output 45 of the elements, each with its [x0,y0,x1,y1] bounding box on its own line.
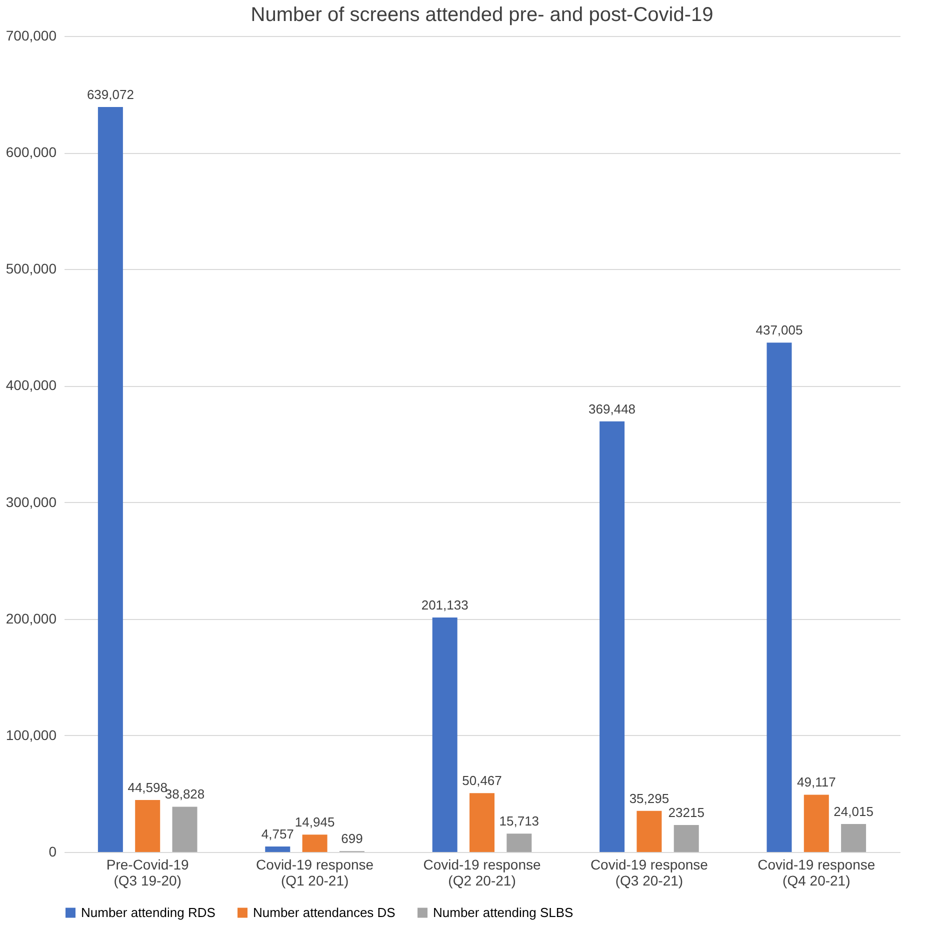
y-tick-label: 600,000 [6,144,57,160]
data-label: 49,117 [797,774,836,790]
bar [470,793,494,852]
bar [432,618,458,852]
bar [841,824,866,852]
x-tick-label: Covid-19 response (Q4 20-21) [758,856,876,888]
data-label: 35,295 [629,790,670,806]
bar [636,810,662,852]
legend-label: Number attendances DS [253,904,396,920]
bar [135,800,160,852]
chart-title: Number of screens attended pre- and post-Covid-19 [250,4,714,26]
bar [172,806,198,852]
bar [674,824,699,852]
data-label: 50,467 [462,773,502,788]
y-tick-label: 700,000 [6,28,57,44]
x-tick-label: Covid-19 response (Q2 20-21) [423,856,541,888]
x-tick-label: Pre-Covid-19 (Q3 19-20) [106,856,190,888]
data-label: 4,757 [261,826,294,842]
data-label: 201,133 [421,598,468,613]
bar [506,834,532,852]
y-tick-label: 0 [48,844,57,860]
data-label: 369,448 [588,401,636,416]
data-label: 699 [341,831,363,846]
y-tick-label: 200,000 [6,610,57,626]
y-tick-label: 300,000 [6,494,57,510]
data-label: 24,015 [834,804,874,820]
bar [302,834,328,852]
data-label: 639,072 [86,87,134,102]
data-label: 437,005 [756,322,803,338]
bar [804,794,829,852]
y-tick-label: 100,000 [6,726,57,743]
legend-label: Number attending RDS [81,904,216,920]
x-tick-label: Covid-19 response (Q3 20-21) [590,856,708,888]
y-tick-label: 400,000 [6,377,57,394]
legend-label: Number attending SLBS [433,904,574,920]
bar [98,107,123,852]
y-tick-label: 500,000 [6,260,57,277]
x-tick-label: Covid-19 response (Q1 20-21) [256,856,374,888]
bar [600,421,625,852]
data-label: 44,598 [128,780,168,796]
data-label: 15,713 [499,814,540,829]
data-label: 14,945 [294,814,335,830]
bar [265,846,290,852]
bar [766,342,792,852]
data-label: 23215 [668,804,704,820]
